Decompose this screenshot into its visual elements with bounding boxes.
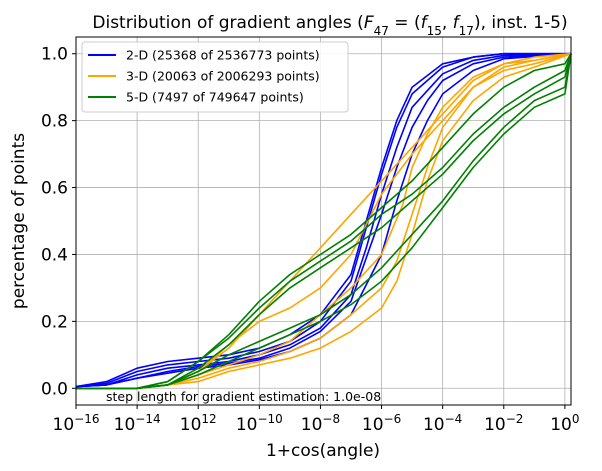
x-tick-label-4: 10−8: [301, 412, 340, 435]
series-2-curve-3: [76, 53, 572, 390]
y-tick-label-5: 1.0: [41, 45, 68, 65]
legend-label-1: 3-D (20063 of 2006293 points): [126, 69, 320, 84]
x-tick-label-2: 1012: [180, 412, 217, 435]
series-1-curve-3: [76, 52, 572, 390]
chart-title: Distribution of gradient angles (F47 = (…: [92, 13, 567, 38]
series-0-curve-3: [75, 52, 572, 388]
y-tick-label-0: 0.0: [41, 379, 68, 399]
series-1-curve-4: [76, 52, 572, 390]
y-axis-ticks: 0.0 0.2 0.4 0.6 0.8 1.0: [41, 45, 76, 399]
x-tick-label-5: 10−6: [362, 412, 401, 435]
x-tick-label-8: 100: [550, 412, 579, 435]
y-tick-label-1: 0.2: [41, 312, 68, 332]
y-tick-label-2: 0.4: [41, 245, 68, 265]
legend-box: [81, 41, 349, 113]
legend-label-0: 2-D (25368 of 2536773 points): [126, 48, 320, 63]
step-length-annotation: step length for gradient estimation: 1.0…: [106, 389, 381, 404]
x-tick-label-6: 10−4: [423, 412, 462, 435]
y-tick-label-4: 0.8: [41, 112, 68, 132]
legend: 2-D (25368 of 2536773 points) 3-D (20063 …: [81, 41, 349, 113]
series-2-curve-4: [76, 53, 572, 390]
series-0-curve-2: [75, 52, 572, 388]
x-tick-label-0: 10−16: [53, 412, 100, 435]
x-axis-label: 1+cos(angle): [266, 441, 380, 461]
y-axis-label: percentage of points: [9, 133, 29, 309]
x-tick-label-3: 10−10: [236, 412, 283, 435]
x-tick-label-7: 10−2: [484, 412, 523, 435]
series-curves: [75, 52, 572, 390]
x-tick-label-1: 10−14: [114, 412, 161, 435]
y-tick-label-3: 0.6: [41, 179, 68, 199]
x-axis-ticks: 10−16 10−14 1012 10−10 10−8 10−6 10−4 10−2 100: [53, 405, 580, 435]
plot-frame: [75, 36, 572, 406]
series-2-curve-2: [76, 53, 572, 390]
series-0-curve-0: [75, 52, 571, 388]
legend-label-2: 5-D (7497 of 749647 points): [126, 90, 304, 105]
series-2-curve-1: [76, 53, 572, 390]
